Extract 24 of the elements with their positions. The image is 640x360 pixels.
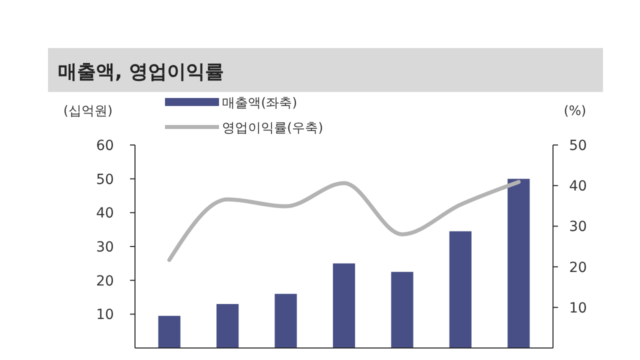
bar <box>158 316 180 348</box>
y-tick-label: 20 <box>96 273 114 290</box>
legend-label: 매출액(좌축) <box>222 96 298 111</box>
bar <box>274 294 297 348</box>
bar <box>332 263 356 348</box>
y2-tick-label: 10 <box>569 300 587 316</box>
y-tick-label: 10 <box>96 307 114 324</box>
line-series <box>167 180 521 262</box>
y2-tick-label: 30 <box>569 219 587 236</box>
y2-tick-label: 40 <box>569 178 587 195</box>
bar <box>216 304 239 348</box>
legend-label: 영업이익률(우축) <box>222 121 324 136</box>
bar <box>449 231 472 348</box>
chart-title: 매출액, 영업이익률 <box>58 61 224 83</box>
y-tick-label: 40 <box>96 206 114 222</box>
y-axis-title: (십억원) <box>63 104 113 119</box>
y2-tick-label: 20 <box>569 260 587 276</box>
y-tick-label: 60 <box>96 138 114 154</box>
bar <box>508 178 530 348</box>
y-tick-label: 30 <box>96 240 114 256</box>
y-tick-label: 50 <box>96 172 114 188</box>
y2-tick-label: 50 <box>569 138 587 154</box>
y2-axis-title: (%) <box>564 104 586 119</box>
bar <box>391 272 414 348</box>
